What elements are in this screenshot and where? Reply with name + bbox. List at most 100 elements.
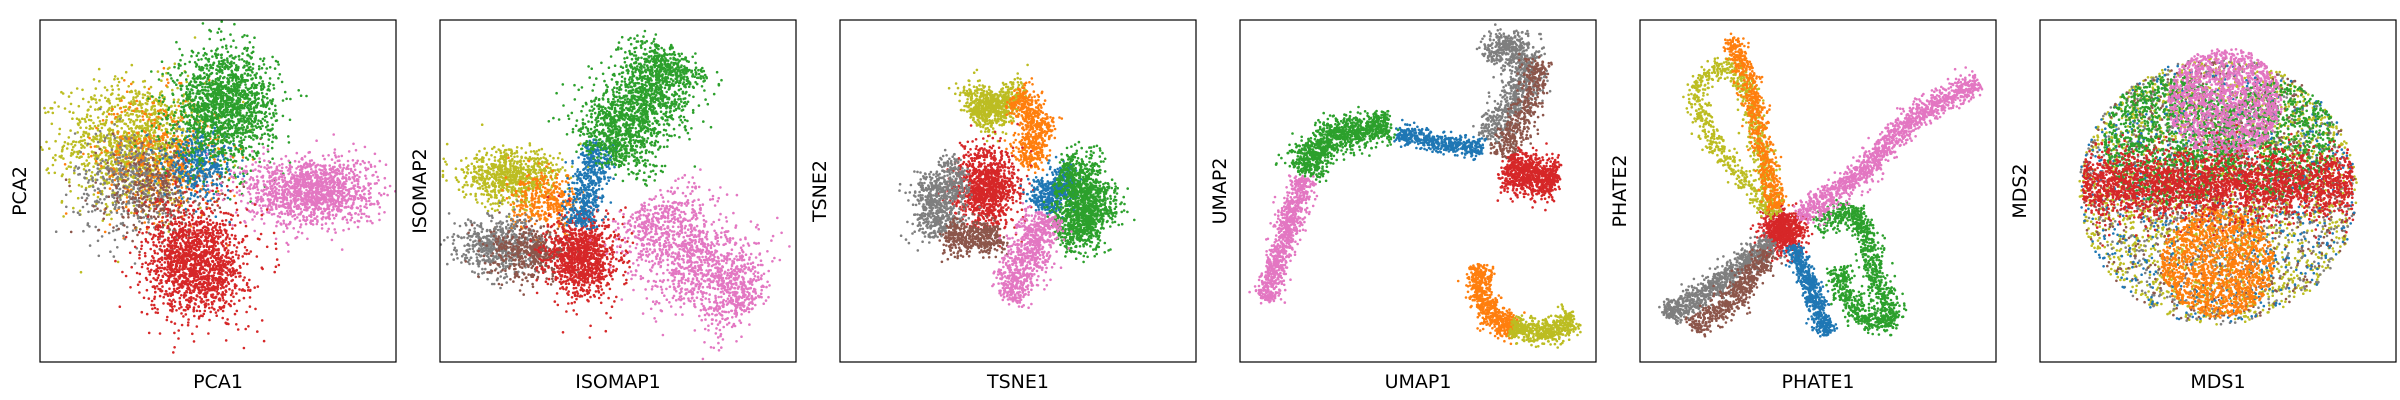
point bbox=[120, 76, 124, 80]
point bbox=[127, 131, 131, 135]
point bbox=[241, 128, 245, 132]
point bbox=[229, 45, 233, 48]
point bbox=[146, 99, 149, 103]
point bbox=[213, 52, 217, 56]
point bbox=[141, 115, 144, 118]
point bbox=[80, 146, 83, 150]
point bbox=[219, 100, 223, 103]
point bbox=[140, 221, 144, 225]
point bbox=[153, 104, 156, 108]
point bbox=[243, 72, 247, 75]
point bbox=[127, 114, 130, 117]
point bbox=[259, 76, 263, 80]
point bbox=[107, 108, 110, 111]
point bbox=[196, 172, 199, 175]
point bbox=[169, 132, 172, 135]
point bbox=[173, 186, 177, 190]
point bbox=[231, 160, 235, 164]
point bbox=[248, 153, 252, 157]
point bbox=[216, 189, 220, 193]
point bbox=[219, 105, 222, 108]
point bbox=[206, 175, 209, 179]
point bbox=[306, 237, 309, 241]
point bbox=[149, 148, 153, 152]
point bbox=[177, 98, 180, 101]
point bbox=[80, 143, 83, 146]
point bbox=[241, 159, 244, 162]
point bbox=[246, 117, 249, 120]
point bbox=[76, 131, 79, 134]
point bbox=[60, 149, 64, 153]
point bbox=[53, 171, 57, 175]
point bbox=[107, 195, 111, 198]
point bbox=[183, 115, 186, 119]
point bbox=[257, 97, 260, 100]
point bbox=[256, 150, 260, 153]
point bbox=[176, 100, 180, 104]
point bbox=[186, 74, 190, 78]
point bbox=[243, 97, 246, 100]
point bbox=[51, 111, 55, 115]
point bbox=[107, 97, 110, 101]
point bbox=[105, 88, 109, 92]
point bbox=[149, 146, 153, 149]
point bbox=[304, 222, 308, 226]
point bbox=[124, 167, 128, 171]
point bbox=[139, 104, 142, 107]
point bbox=[201, 144, 204, 147]
point bbox=[140, 106, 143, 110]
point bbox=[246, 87, 250, 91]
point bbox=[241, 100, 245, 104]
point bbox=[138, 175, 141, 178]
point bbox=[213, 126, 216, 130]
point bbox=[176, 135, 180, 138]
point bbox=[198, 202, 201, 205]
point bbox=[231, 79, 234, 82]
point bbox=[95, 126, 98, 130]
point bbox=[223, 160, 227, 164]
point bbox=[173, 123, 177, 126]
point bbox=[211, 63, 215, 66]
point bbox=[223, 67, 227, 71]
point bbox=[186, 127, 189, 130]
point bbox=[206, 58, 210, 61]
point bbox=[241, 123, 244, 127]
point bbox=[61, 92, 65, 95]
point bbox=[368, 199, 371, 203]
point bbox=[241, 156, 245, 159]
point bbox=[241, 79, 244, 83]
point bbox=[147, 97, 150, 100]
point bbox=[108, 127, 111, 130]
point bbox=[138, 200, 141, 203]
point bbox=[126, 169, 130, 173]
point bbox=[254, 168, 257, 171]
point bbox=[108, 167, 111, 170]
point bbox=[201, 118, 205, 121]
point bbox=[358, 170, 362, 174]
point bbox=[99, 107, 102, 111]
point bbox=[218, 67, 222, 71]
point bbox=[89, 142, 92, 146]
point bbox=[234, 92, 238, 96]
point bbox=[161, 195, 165, 198]
point bbox=[126, 177, 130, 180]
point bbox=[224, 94, 227, 97]
point bbox=[89, 96, 93, 99]
point bbox=[127, 216, 130, 219]
point bbox=[130, 136, 133, 140]
point bbox=[154, 217, 158, 220]
point bbox=[203, 121, 207, 125]
point bbox=[305, 188, 308, 192]
point bbox=[236, 148, 240, 151]
point bbox=[96, 239, 100, 243]
point bbox=[150, 122, 154, 125]
point bbox=[205, 168, 208, 171]
point bbox=[185, 85, 188, 88]
point bbox=[105, 152, 109, 155]
point bbox=[245, 101, 249, 105]
point bbox=[128, 141, 132, 144]
point bbox=[194, 163, 198, 167]
point bbox=[255, 175, 259, 178]
point bbox=[179, 58, 182, 62]
point bbox=[144, 156, 147, 160]
